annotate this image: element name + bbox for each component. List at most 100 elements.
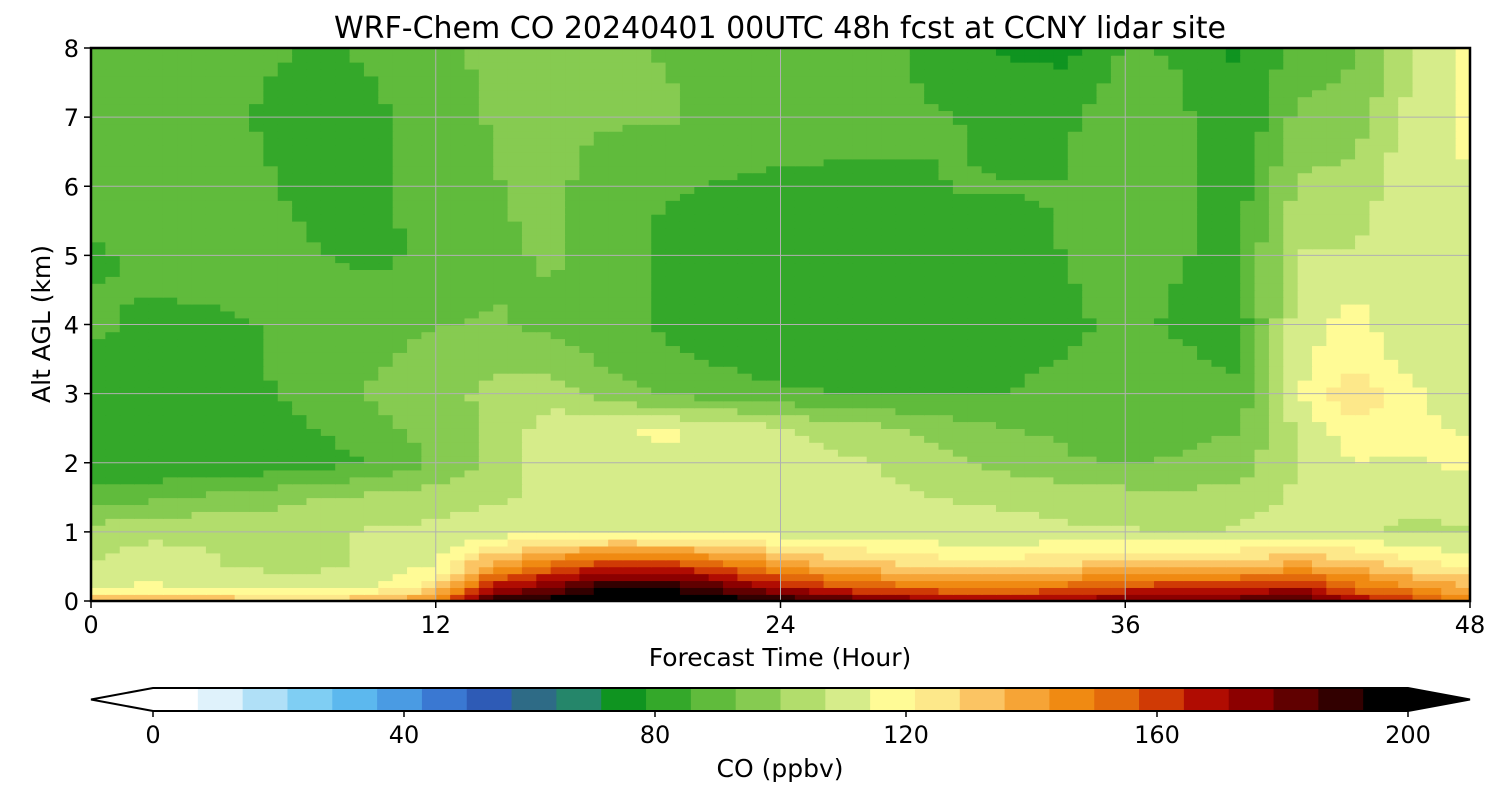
heatmap-cell <box>464 511 480 519</box>
heatmap-cell <box>292 421 308 429</box>
heatmap-cell <box>1369 241 1385 250</box>
heatmap-cell <box>665 365 681 374</box>
heatmap-cell <box>565 518 581 526</box>
heatmap-cell <box>909 462 925 471</box>
heatmap-cell <box>967 365 983 374</box>
heatmap-cell <box>91 269 107 277</box>
heatmap-cell <box>794 462 811 471</box>
heatmap-cell <box>809 255 825 264</box>
heatmap-cell <box>995 504 1012 512</box>
heatmap-cell <box>1197 262 1213 270</box>
heatmap-cell <box>1182 365 1198 374</box>
heatmap-cell <box>1096 469 1112 478</box>
heatmap-cell <box>450 462 466 471</box>
heatmap-cell <box>521 524 538 533</box>
heatmap-cell <box>1039 594 1055 601</box>
heatmap-cell <box>134 490 150 499</box>
heatmap-cell <box>837 379 854 388</box>
heatmap-cell <box>723 414 739 423</box>
heatmap-cell <box>234 414 250 423</box>
heatmap-cell <box>565 248 581 257</box>
heatmap-cell <box>162 552 178 561</box>
heatmap-cell <box>349 566 365 575</box>
heatmap-cell <box>1455 269 1470 277</box>
heatmap-cell <box>1426 296 1443 305</box>
heatmap-cell <box>1254 421 1270 429</box>
heatmap-cell <box>277 414 293 423</box>
heatmap-cell <box>205 483 222 492</box>
heatmap-cell <box>378 289 394 298</box>
heatmap-cell <box>723 345 739 353</box>
heatmap-cell <box>1168 269 1184 277</box>
heatmap-cell <box>234 442 250 450</box>
heatmap-cell <box>938 283 954 291</box>
heatmap-cell <box>1139 269 1155 277</box>
heatmap-cell <box>1254 379 1270 388</box>
heatmap-cell <box>967 255 983 264</box>
heatmap-cell <box>507 476 523 485</box>
heatmap-cell <box>565 359 581 367</box>
heatmap-cell <box>1197 573 1213 582</box>
heatmap-cell <box>421 497 437 506</box>
heatmap-cell <box>536 469 552 478</box>
heatmap-cell <box>565 262 581 270</box>
heatmap-cell <box>1355 518 1371 526</box>
heatmap-cell <box>521 462 538 471</box>
heatmap-cell <box>292 469 308 478</box>
heatmap-cell <box>967 442 983 450</box>
heatmap-cell <box>1125 511 1141 519</box>
heatmap-cell <box>91 400 107 409</box>
heatmap-cell <box>191 524 207 533</box>
heatmap-cell <box>450 255 466 264</box>
heatmap-cell <box>1010 372 1026 381</box>
heatmap-cell <box>1125 393 1141 402</box>
heatmap-cell <box>478 538 494 547</box>
heatmap-cell <box>1153 400 1170 409</box>
heatmap-cell <box>1096 442 1112 450</box>
heatmap-cell <box>780 269 796 277</box>
heatmap-cell <box>794 248 811 257</box>
heatmap-cell <box>1024 296 1040 305</box>
heatmap-cell <box>148 524 164 533</box>
heatmap-cell <box>909 469 925 478</box>
heatmap-cell <box>1010 469 1026 478</box>
heatmap-cell <box>464 483 480 492</box>
heatmap-cell <box>938 276 954 284</box>
heatmap-cell <box>780 386 796 395</box>
heatmap-cell <box>478 393 494 402</box>
heatmap-cell <box>924 559 940 568</box>
heatmap-cell <box>493 538 509 547</box>
heatmap-cell <box>277 255 293 264</box>
heatmap-cell <box>723 580 739 588</box>
heatmap-cell <box>134 455 150 464</box>
heatmap-cell <box>1254 594 1270 601</box>
heatmap-cell <box>191 476 207 485</box>
heatmap-cell <box>349 345 365 353</box>
heatmap-cell <box>1010 310 1026 319</box>
heatmap-cell <box>593 566 609 575</box>
heatmap-cell <box>766 393 782 402</box>
heatmap-cell <box>1268 276 1285 284</box>
heatmap-cell <box>1197 303 1213 312</box>
heatmap-cell <box>1182 428 1198 436</box>
heatmap-cell <box>1067 490 1083 499</box>
heatmap-cell <box>91 552 107 561</box>
heatmap-cell <box>91 421 107 429</box>
heatmap-cell <box>1355 345 1371 353</box>
heatmap-cell <box>938 262 954 270</box>
heatmap-cell <box>335 379 351 388</box>
heatmap-cell <box>593 518 609 526</box>
heatmap-cell <box>105 559 121 568</box>
heatmap-cell <box>1240 587 1256 595</box>
heatmap-cell <box>737 324 753 333</box>
heatmap-cell <box>1311 303 1328 312</box>
heatmap-cell <box>363 497 380 506</box>
heatmap-cell <box>277 504 293 512</box>
heatmap-cell <box>981 497 997 506</box>
heatmap-cell <box>881 255 897 264</box>
heatmap-cell <box>335 455 351 464</box>
heatmap-cell <box>450 476 466 485</box>
heatmap-cell <box>636 276 653 284</box>
heatmap-cell <box>134 248 150 257</box>
heatmap-cell <box>766 448 782 457</box>
